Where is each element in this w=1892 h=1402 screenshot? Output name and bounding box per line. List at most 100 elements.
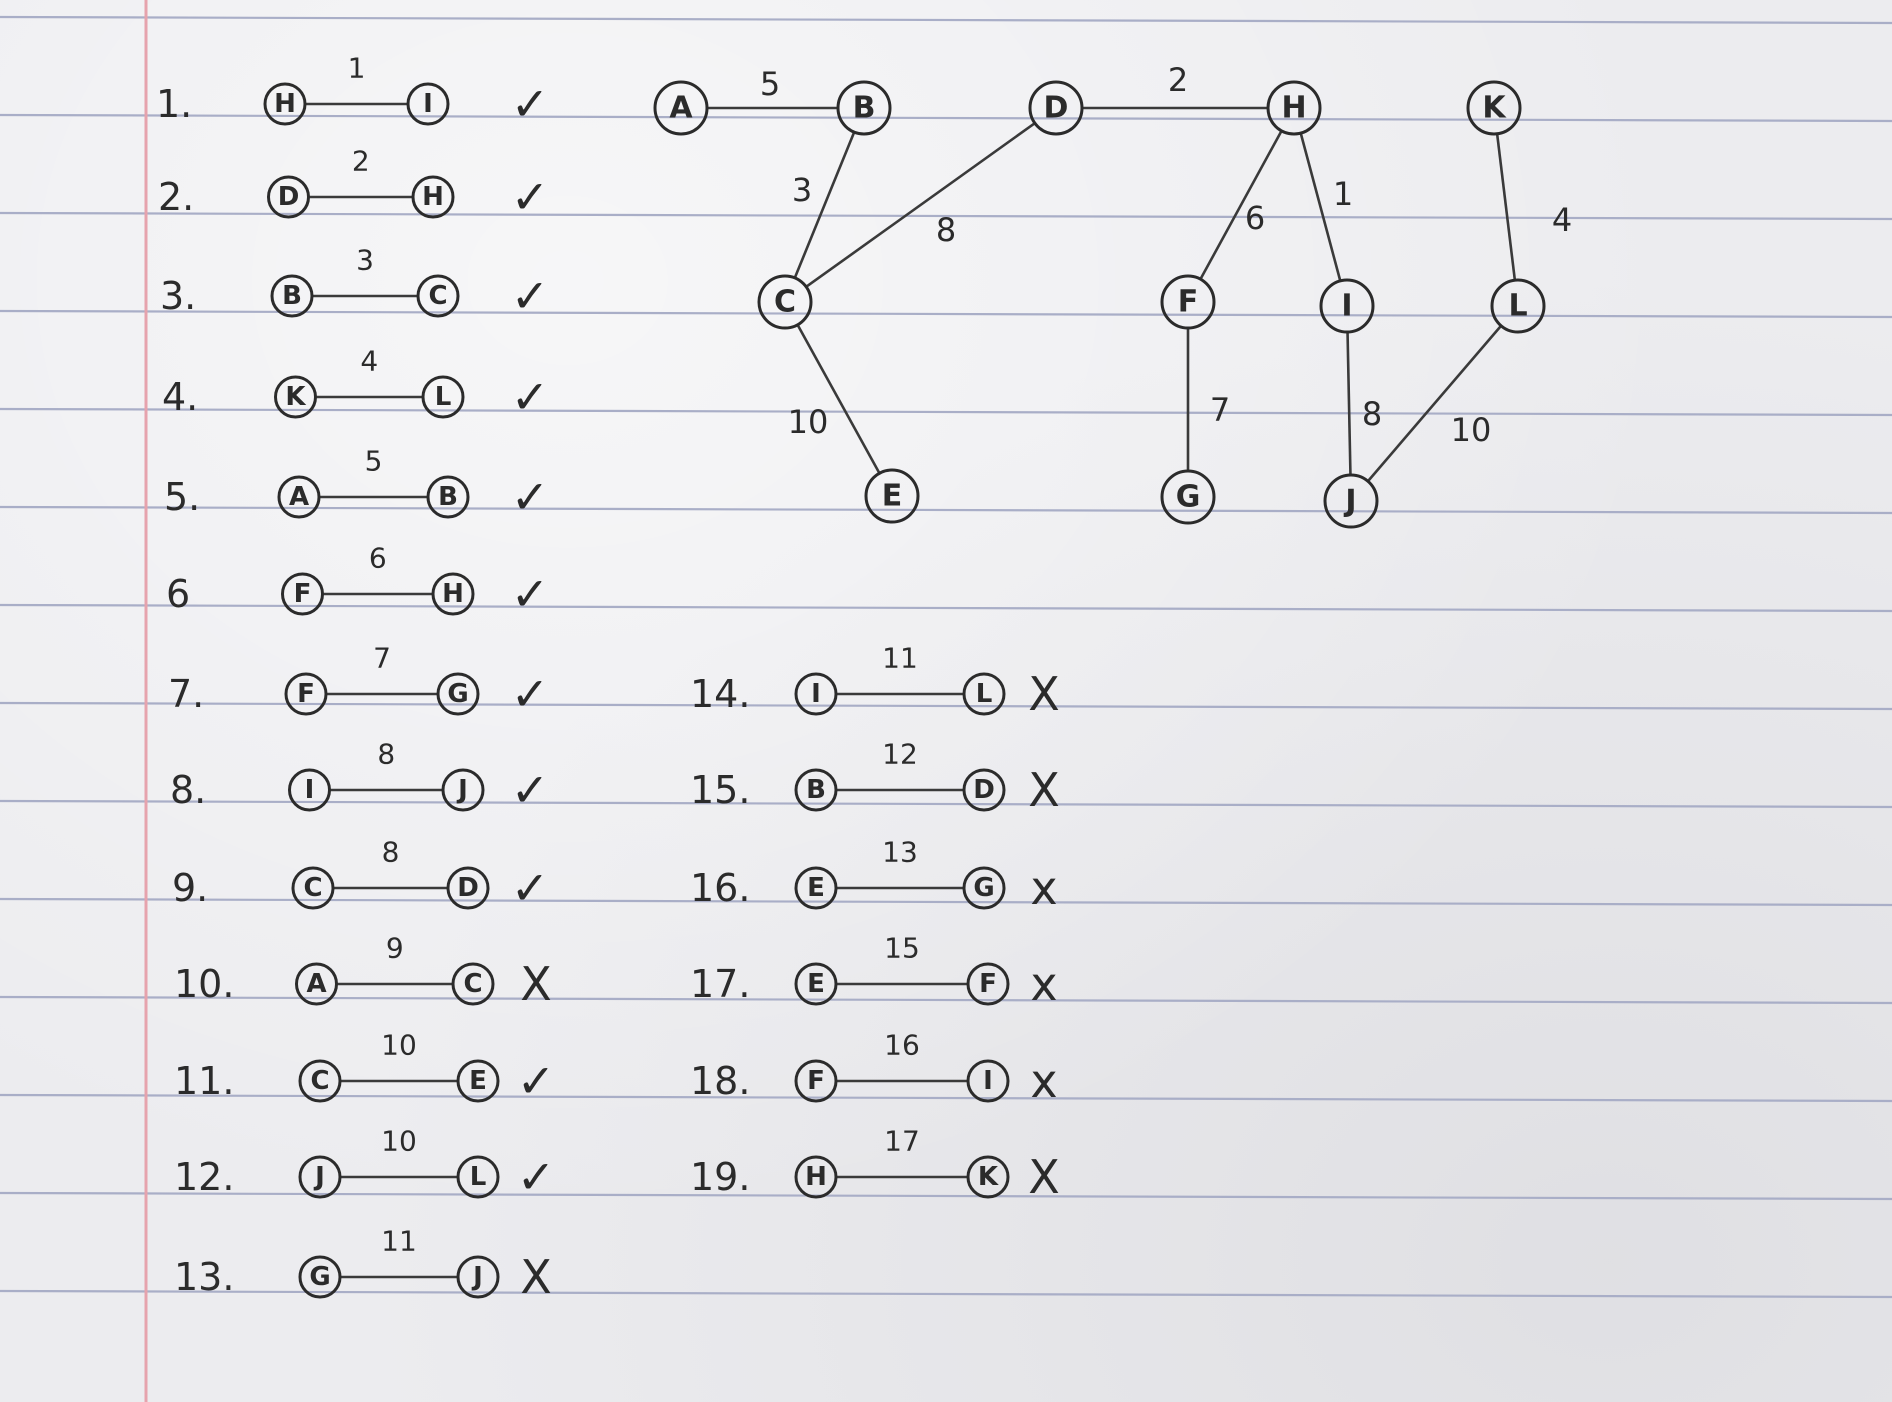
row-node: C	[291, 866, 335, 910]
node-circle	[274, 375, 317, 419]
ruled-line	[0, 1191, 1892, 1201]
graph-edge-j-l	[1366, 324, 1503, 483]
row-node: F	[281, 572, 324, 616]
edge-list-row: 13. G J 11 X	[174, 1225, 552, 1305]
graph-edge-weight: 1	[1333, 175, 1353, 213]
node-circle	[1466, 80, 1522, 136]
node-circle	[281, 572, 324, 616]
accepted-check-mark: ✓	[511, 567, 550, 621]
node-circle	[411, 175, 455, 219]
node-circle	[1266, 80, 1322, 136]
row-weight: 5	[365, 445, 383, 478]
row-node: F	[284, 672, 328, 716]
graph-edge-h-i	[1299, 132, 1342, 282]
node-label: C	[428, 281, 447, 311]
edge-list-row: 5. A B 5 ✓	[164, 445, 549, 525]
row-node: K	[966, 1155, 1010, 1199]
node-label: G	[309, 1262, 330, 1292]
rejected-x-mark: X	[520, 1250, 552, 1304]
graph-edge-weight: 2	[1168, 61, 1188, 99]
row-weight: 16	[884, 1029, 920, 1062]
graph-edge-weight: 8	[1362, 395, 1382, 433]
node-label: E	[807, 969, 825, 999]
row-node: H	[794, 1155, 838, 1199]
row-weight: 4	[360, 345, 378, 378]
graph-edge-k-l	[1495, 133, 1517, 281]
row-node: E	[794, 962, 838, 1006]
node-circle	[298, 1255, 342, 1299]
row-node: G	[436, 672, 480, 716]
node-circle	[295, 962, 338, 1006]
graph-node-b: B	[836, 80, 892, 136]
row-node: H	[431, 572, 475, 616]
node-label: B	[806, 775, 826, 805]
row-number: 1.	[156, 82, 192, 126]
ruled-line	[0, 113, 1892, 123]
node-circle	[406, 82, 450, 126]
row-number: 14.	[690, 672, 750, 716]
row-weight: 1	[348, 52, 366, 85]
row-node: D	[267, 175, 310, 219]
rejected-x-mark: X	[1028, 667, 1060, 721]
node-label: J	[456, 775, 468, 805]
node-circle	[653, 80, 709, 136]
accepted-check-mark: ✓	[517, 1150, 556, 1204]
node-label: F	[297, 679, 315, 709]
accepted-check-mark: ✓	[511, 77, 550, 131]
node-label: H	[274, 89, 296, 119]
node-circle	[794, 768, 838, 812]
graph-node-h: H	[1266, 80, 1322, 136]
row-node: B	[794, 768, 838, 812]
row-node: A	[277, 475, 321, 519]
node-label: F	[807, 1066, 825, 1096]
node-circle	[794, 1059, 838, 1103]
graph-node-g: G	[1160, 469, 1216, 525]
node-circle	[291, 866, 335, 910]
node-label: D	[278, 182, 300, 212]
graph-edge-c-d	[805, 122, 1036, 288]
node-circle	[794, 1155, 838, 1199]
ruled-line	[0, 995, 1892, 1005]
row-node: L	[962, 672, 1006, 716]
ruled-line	[0, 407, 1892, 417]
graph-node-j: J	[1323, 473, 1379, 529]
graph-node-a: A	[653, 80, 709, 136]
node-circle	[456, 1255, 500, 1299]
row-weight: 6	[369, 542, 387, 575]
row-number: 8.	[170, 768, 206, 812]
row-weight: 13	[882, 836, 918, 869]
ruled-line	[0, 309, 1892, 319]
edge-list-row: 17. E F 15 x	[690, 932, 1058, 1012]
node-label: I	[1341, 289, 1352, 324]
row-node: C	[416, 274, 460, 318]
node-circle	[794, 672, 838, 716]
node-circle	[962, 866, 1006, 910]
row-weight: 17	[884, 1125, 920, 1158]
node-circle	[267, 175, 310, 219]
row-weight: 3	[356, 244, 374, 277]
graph-edge-c-e	[796, 324, 881, 474]
accepted-check-mark: ✓	[517, 1054, 556, 1108]
node-label: J	[1343, 484, 1356, 519]
row-node: C	[451, 962, 495, 1006]
graph-node-e: E	[864, 468, 920, 524]
row-node: L	[421, 375, 465, 419]
graph-edge-weight: 10	[1451, 411, 1492, 449]
row-number: 11.	[174, 1059, 234, 1103]
graph-node-f: F	[1160, 274, 1216, 330]
row-number: 5.	[164, 475, 200, 519]
accepted-check-mark: ✓	[511, 370, 550, 424]
graph-edge-weight: 3	[792, 171, 812, 209]
accepted-check-mark: ✓	[511, 269, 550, 323]
graph-diagram: 5 3 8 2 6 1 4 10 7 8 10 A B C D E F G H I J K L	[653, 61, 1572, 529]
row-node: H	[411, 175, 455, 219]
row-number: 19.	[690, 1155, 750, 1199]
node-circle	[270, 274, 314, 318]
node-label: C	[303, 873, 322, 903]
graph-edge-weight: 4	[1552, 201, 1572, 239]
ruled-line	[0, 1289, 1892, 1299]
node-label: B	[438, 482, 458, 512]
row-node: J	[298, 1155, 342, 1199]
ruled-line	[0, 897, 1892, 907]
